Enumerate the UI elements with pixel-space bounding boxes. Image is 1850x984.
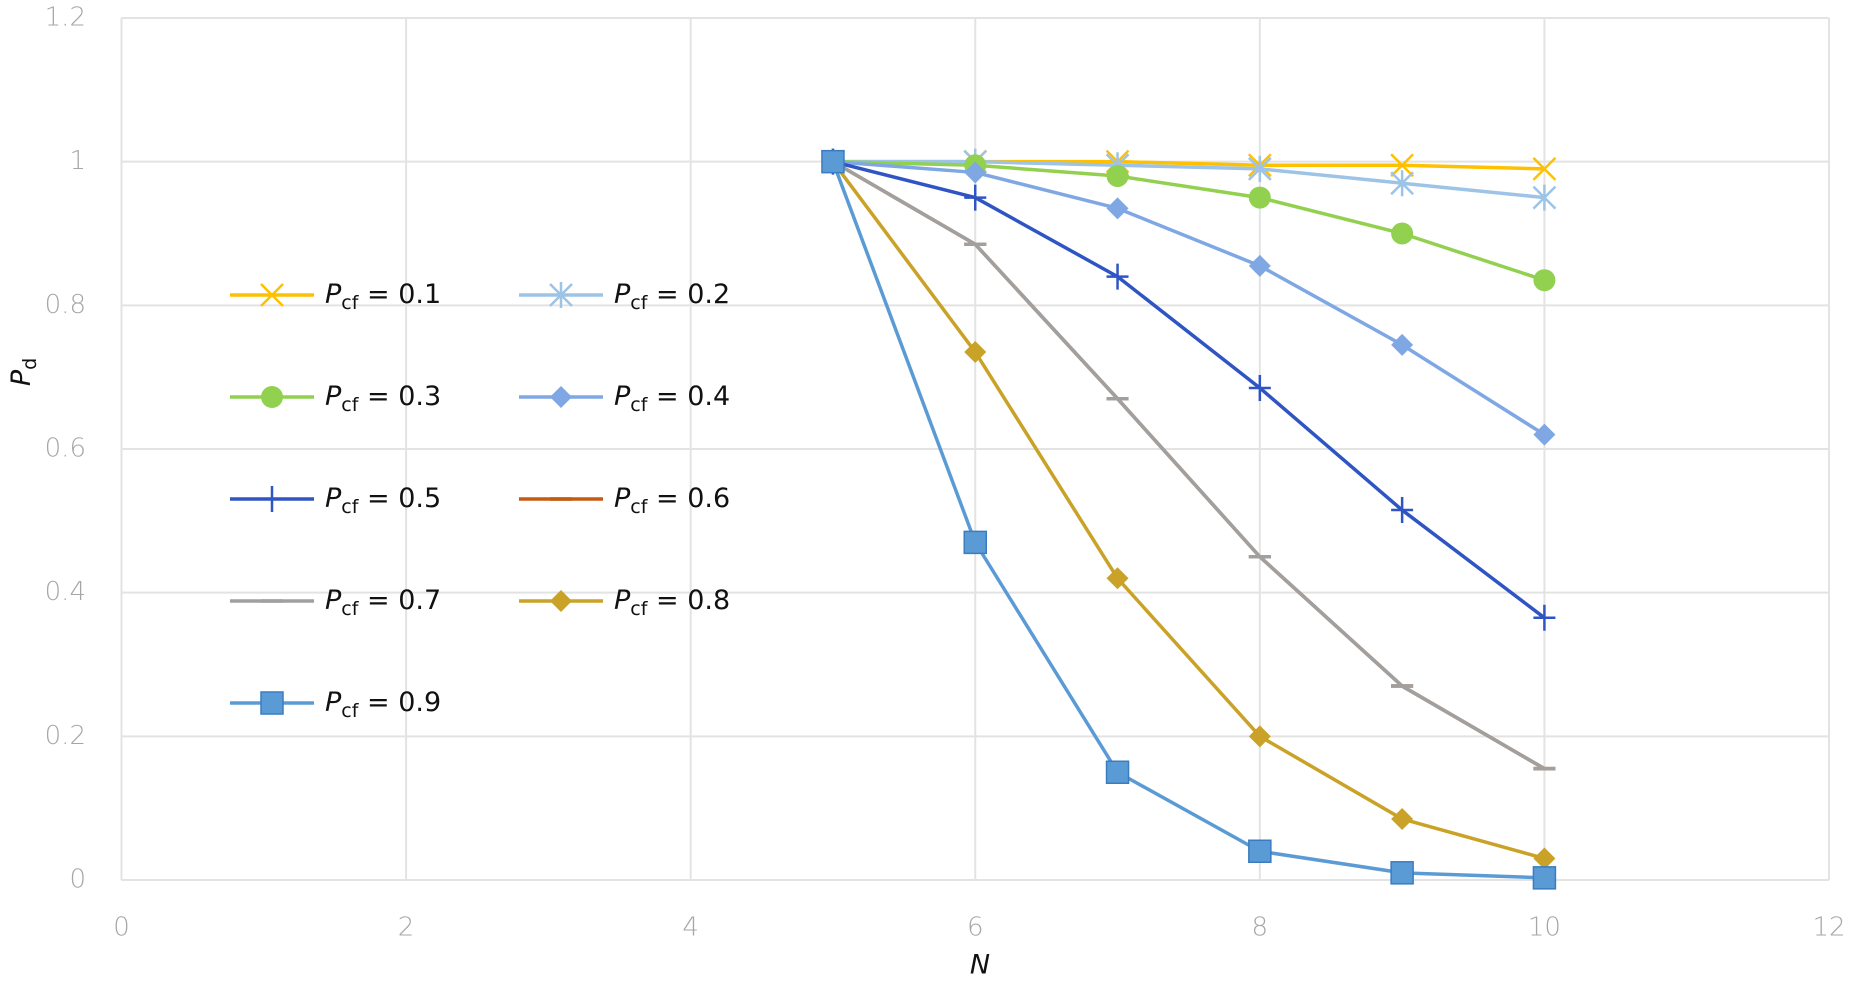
marker bbox=[964, 184, 987, 211]
marker bbox=[964, 341, 987, 364]
legend-label: Pcf = 0.1 bbox=[325, 279, 441, 314]
marker bbox=[1390, 170, 1415, 197]
y-tick-label: 1.2 bbox=[45, 3, 86, 33]
marker bbox=[260, 283, 284, 307]
marker bbox=[260, 691, 284, 715]
x-tick-label: 10 bbox=[1528, 913, 1561, 943]
marker bbox=[1248, 374, 1271, 401]
y-axis-label: Pd bbox=[6, 358, 41, 386]
series-line bbox=[832, 159, 1546, 620]
marker bbox=[1106, 165, 1129, 188]
x-tick-label: 8 bbox=[1252, 913, 1269, 943]
marker bbox=[550, 386, 572, 408]
y-tick-label: 0 bbox=[69, 865, 86, 895]
x-tick-label: 2 bbox=[398, 913, 415, 943]
marker bbox=[1533, 604, 1556, 631]
marker bbox=[1533, 269, 1556, 292]
marker bbox=[550, 590, 572, 612]
marker bbox=[1105, 760, 1130, 784]
marker bbox=[1391, 333, 1414, 356]
marker bbox=[1106, 197, 1129, 220]
legend-label: Pcf = 0.5 bbox=[325, 483, 441, 518]
series-line bbox=[831, 160, 1545, 861]
marker bbox=[1247, 155, 1272, 182]
x-tick-label: 12 bbox=[1812, 913, 1845, 943]
y-tick-label: 0.8 bbox=[45, 290, 86, 320]
marker bbox=[1391, 222, 1414, 245]
legend-label: Pcf = 0.8 bbox=[614, 585, 730, 620]
x-tick-label: 6 bbox=[967, 913, 984, 943]
legend-label: Pcf = 0.4 bbox=[614, 381, 730, 416]
marker bbox=[1390, 153, 1415, 178]
marker bbox=[1248, 725, 1271, 748]
series-line bbox=[831, 161, 1545, 880]
x-axis-label: N bbox=[970, 950, 990, 981]
series-line bbox=[832, 160, 1546, 771]
marker bbox=[1533, 423, 1556, 446]
y-tick-label: 0.6 bbox=[45, 434, 86, 464]
series-line bbox=[832, 159, 1545, 282]
series-line bbox=[832, 160, 1546, 771]
marker bbox=[1248, 254, 1271, 277]
marker bbox=[1532, 184, 1557, 211]
marker bbox=[963, 530, 987, 555]
marker bbox=[1533, 847, 1556, 870]
x-tick-label: 4 bbox=[682, 913, 699, 943]
x-tick-label: 0 bbox=[113, 913, 130, 943]
legend-label: Pcf = 0.2 bbox=[614, 279, 730, 314]
marker bbox=[1391, 497, 1414, 524]
legend-label: Pcf = 0.3 bbox=[325, 381, 441, 416]
marker bbox=[1391, 807, 1414, 830]
marker bbox=[261, 386, 283, 408]
marker bbox=[549, 282, 573, 308]
series-line bbox=[832, 159, 1546, 437]
marker bbox=[1106, 567, 1129, 590]
legend-label: Pcf = 0.9 bbox=[325, 687, 441, 722]
legend-label: Pcf = 0.7 bbox=[325, 585, 441, 620]
y-tick-label: 1 bbox=[69, 146, 86, 176]
marker bbox=[1248, 839, 1272, 864]
marker bbox=[1532, 866, 1557, 890]
marker bbox=[1532, 156, 1557, 181]
marker bbox=[261, 486, 283, 512]
y-tick-label: 0.2 bbox=[45, 721, 86, 751]
marker bbox=[821, 149, 845, 174]
y-tick-label: 0.4 bbox=[45, 577, 86, 607]
legend-label: Pcf = 0.6 bbox=[614, 483, 730, 518]
series-line bbox=[832, 159, 1545, 200]
marker bbox=[1106, 263, 1129, 290]
marker bbox=[964, 161, 987, 184]
marker bbox=[1390, 861, 1414, 885]
marker bbox=[1248, 186, 1271, 209]
